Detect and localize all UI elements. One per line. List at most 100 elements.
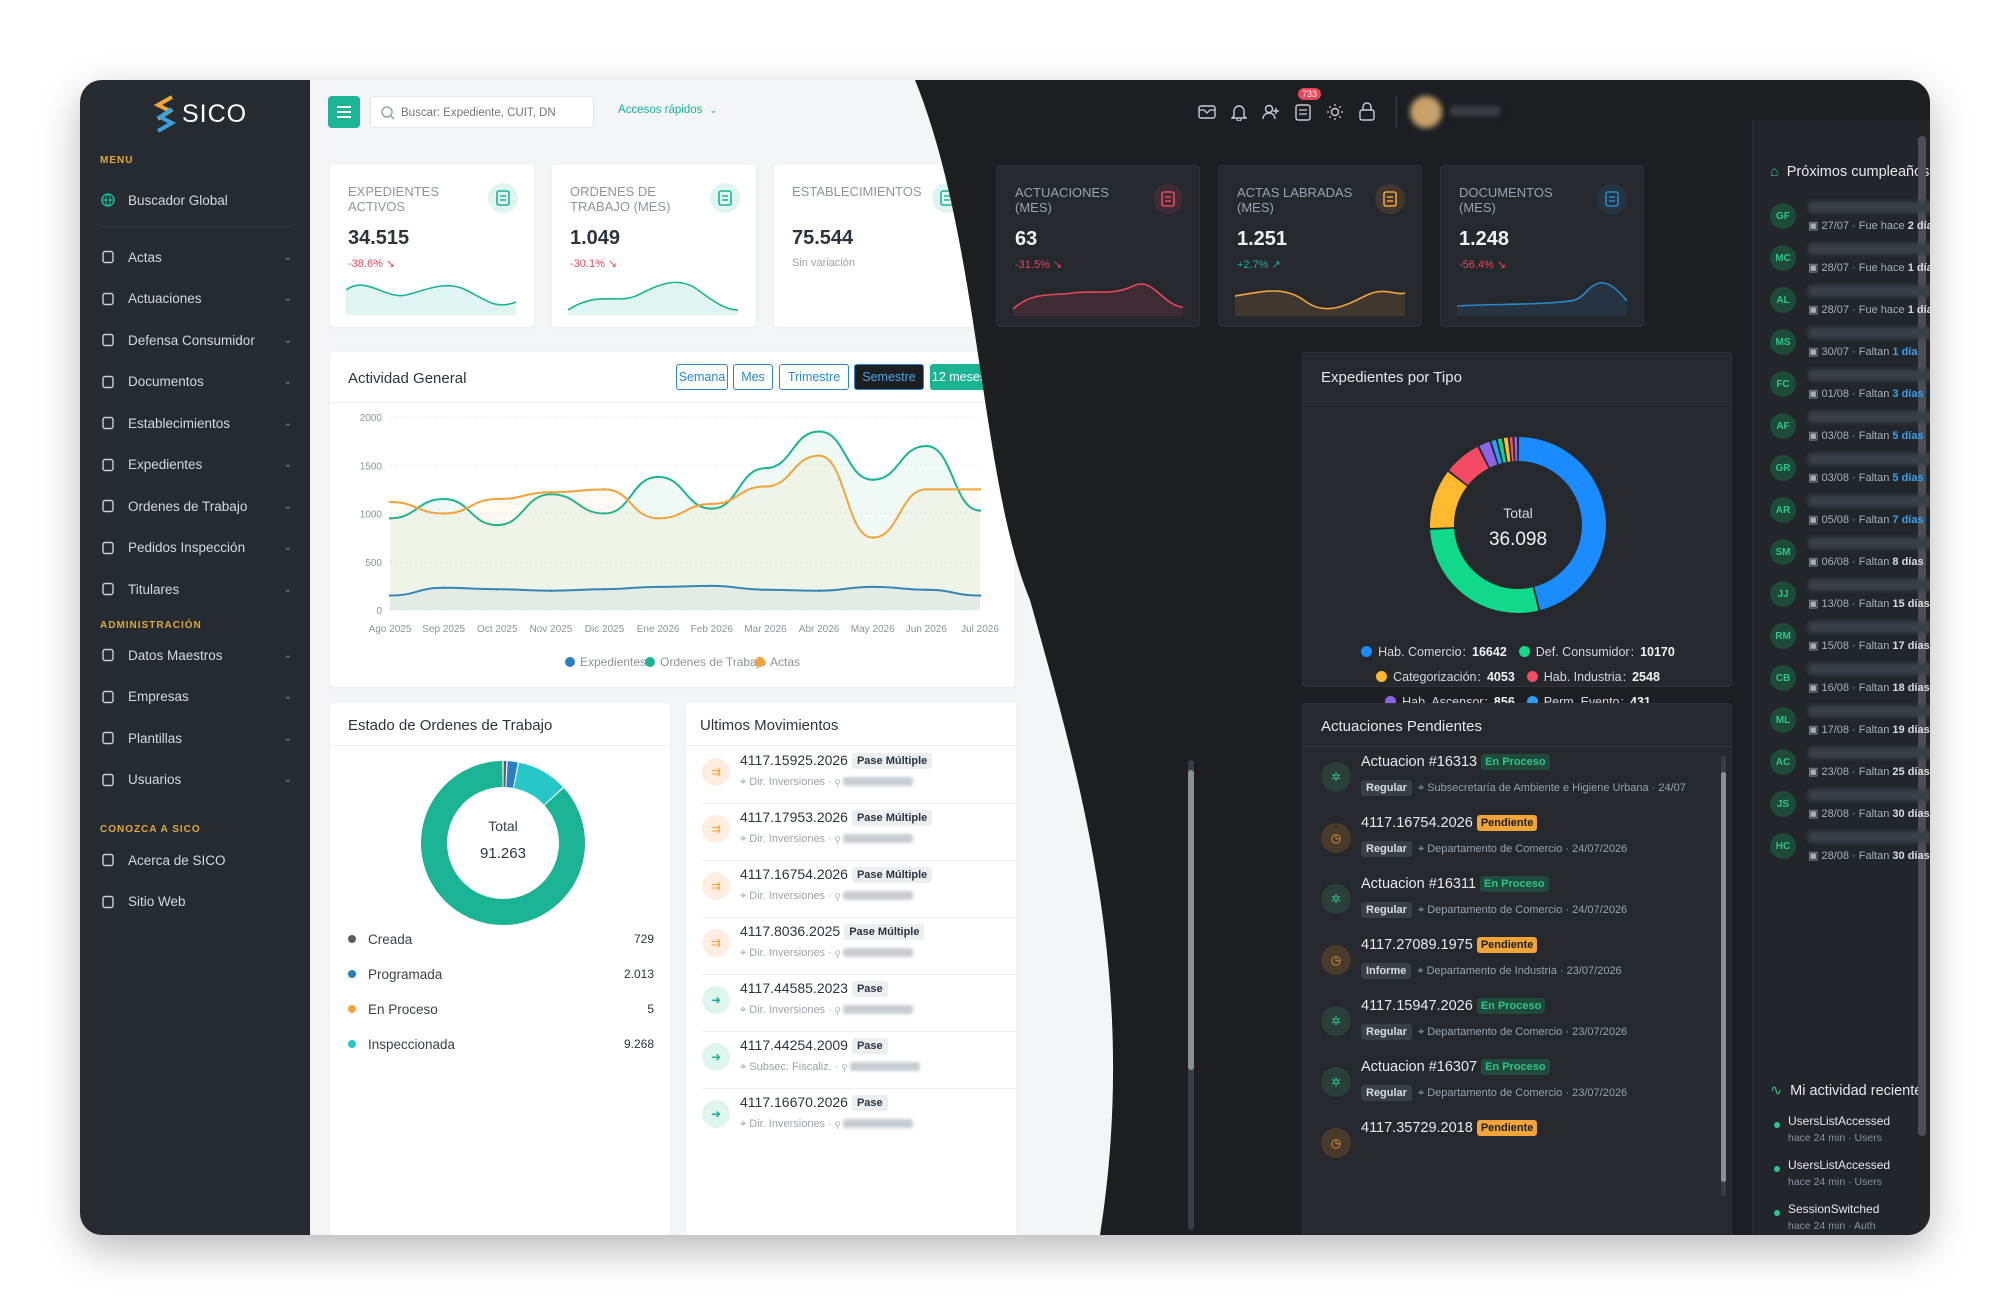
sidebar-item-ordenes-de-trabajo[interactable]: Ordenes de Trabajo ⌄ — [100, 491, 292, 521]
recent-activity-item[interactable]: UsersListAccessed hace 24 min · Users — [1774, 1154, 1924, 1194]
pending-action-item[interactable]: ◷ 4117.35729.2018 Pendiente — [1321, 1118, 1711, 1176]
range-button-mes[interactable]: Mes — [733, 364, 773, 390]
movement-item[interactable]: ⇉ 4117.8036.2025 Pase Múltiple ⌖ Dir. Inver… — [702, 919, 1016, 975]
folder-icon — [100, 457, 116, 473]
pending-actions-card: Actuaciones Pendientes ✲ Actuacion #16313… — [1302, 703, 1732, 1235]
legend-separator: : — [1462, 644, 1467, 659]
recent-activity-item[interactable]: UsersListAccessed hace 24 min · Users — [1774, 1110, 1924, 1150]
menu-toggle-button[interactable] — [328, 96, 360, 128]
movement-item[interactable]: ⇉ 4117.15925.2026 Pase Múltiple ⌖ Dir. Inve… — [702, 748, 1016, 804]
pending-action-item[interactable]: ✲ Actuacion #16313 En Proceso Regular ⌖ Subs… — [1321, 752, 1711, 810]
sparkline-line — [346, 284, 516, 306]
sidebar-item-expedientes[interactable]: Expedientes ⌄ — [100, 450, 292, 480]
scrollbar-track[interactable] — [1721, 756, 1726, 1196]
movement-item[interactable]: ⇉ 4117.16754.2026 Pase Múltiple ⌖ Dir. Inve… — [702, 862, 1016, 918]
pending-action-item[interactable]: ✲ 4117.15947.2026 En Proceso Regular ⌖ Depar… — [1321, 996, 1711, 1054]
movements-scrollbar[interactable] — [1188, 760, 1194, 1230]
birthday-item[interactable]: AL ▣ 28/07 · Fue hace 1 día — [1770, 281, 1930, 331]
mail-icon[interactable] — [1198, 104, 1216, 120]
birthday-item[interactable]: HC ▣ 28/08 · Faltan 30 días — [1770, 827, 1930, 877]
birthday-item[interactable]: FC ▣ 01/08 · Faltan 3 días — [1770, 365, 1930, 415]
stat-change-text: +2.7% — [1237, 259, 1269, 271]
user-add-icon[interactable] — [1262, 103, 1280, 121]
birthday-item[interactable]: AR ▣ 05/08 · Faltan 7 días — [1770, 491, 1930, 541]
birthday-item[interactable]: AF ▣ 03/08 · Faltan 5 días — [1770, 407, 1930, 457]
birthday-item[interactable]: MC ▣ 28/07 · Fue hace 1 día — [1770, 239, 1930, 289]
sidebar-item-plantillas[interactable]: Plantillas ⌄ — [100, 723, 292, 753]
action-meta: Regular ⌖ Departamento de Comercio · 24/0… — [1361, 841, 1627, 857]
app-logo[interactable]: SICO — [154, 94, 247, 134]
bell-icon[interactable] — [1231, 103, 1247, 121]
data-point — [496, 523, 499, 527]
birthday-item[interactable]: CB ▣ 16/08 · Faltan 18 días — [1770, 659, 1930, 709]
birthday-item[interactable]: GF ▣ 27/07 · Fue hace 2 días — [1770, 197, 1930, 247]
legend-item: Hab. Industria:2548 — [1527, 670, 1660, 684]
legend-label: Categorización — [1393, 669, 1477, 684]
stat-card-6[interactable]: DOCUMENTOS (MES) 1.248 -56.4% ↘ — [1440, 165, 1644, 327]
tasks-icon[interactable] — [1295, 103, 1311, 121]
avatar[interactable] — [1410, 96, 1442, 128]
range-button-12-meses[interactable]: 12 meses — [930, 364, 988, 390]
scrollbar-thumb[interactable] — [1721, 772, 1726, 1182]
movement-item[interactable]: ⇉ 4117.17953.2026 Pase Múltiple ⌖ Dir. Inve… — [702, 805, 1016, 861]
movement-item[interactable]: ➜ 4117.44254.2009 Pase ⌖ Subsec. Fiscaliz. … — [702, 1033, 1016, 1089]
movements-scrollbar-thumb[interactable] — [1188, 770, 1194, 1070]
sidebar-item-datos-maestros[interactable]: Datos Maestros ⌄ — [100, 640, 292, 670]
range-button-semestre[interactable]: Semestre — [854, 364, 924, 390]
search-box[interactable] — [370, 96, 594, 128]
chevron-down-icon: ⌄ — [283, 691, 292, 702]
data-point — [656, 517, 660, 520]
meta-separator: · — [825, 890, 835, 902]
birthday-item[interactable]: MS ▣ 30/07 · Faltan 1 día — [1770, 323, 1930, 373]
movement-item[interactable]: ➜ 4117.16670.2026 Pase ⌖ Dir. Inversiones ·… — [702, 1090, 1016, 1146]
birthday-item[interactable]: JJ ▣ 13/08 · Faltan 15 días — [1770, 575, 1930, 625]
lock-icon[interactable] — [1359, 102, 1375, 121]
pending-action-item[interactable]: ◷ 4117.16754.2026 Pendiente Regular ⌖ Depart… — [1321, 813, 1711, 871]
chevron-down-icon: ⌄ — [283, 500, 292, 512]
movement-item[interactable]: ➜ 4117.44585.2023 Pase ⌖ Dir. Inversiones ·… — [702, 976, 1016, 1032]
sidebar-item-defensa-consumidor[interactable]: Defensa Consumidor ⌄ — [100, 325, 292, 355]
range-button-semana[interactable]: Semana — [676, 364, 728, 390]
meta-separator: · — [1562, 843, 1573, 855]
action-title: Actuacion #16313 En Proceso — [1361, 754, 1550, 770]
sidebar-item-titulares[interactable]: Titulares ⌄ — [100, 574, 292, 604]
range-button-trimestre[interactable]: Trimestre — [779, 364, 849, 390]
sidebar-item-actas[interactable]: Actas ⌄ — [100, 242, 292, 272]
search-input[interactable] — [401, 103, 586, 123]
sidebar-item-establecimientos[interactable]: Establecimientos ⌄ — [100, 408, 292, 438]
status-marker — [348, 935, 356, 943]
stat-value: 75.544 — [792, 227, 854, 249]
birthday-item[interactable]: RM ▣ 15/08 · Faltan 17 días — [1770, 617, 1930, 667]
stat-card-4[interactable]: ACTUACIONES (MES) 63 -31.5% ↘ — [996, 165, 1200, 327]
sidebar-item-sitio-web[interactable]: Sitio Web — [100, 887, 292, 917]
stat-card-5[interactable]: ACTAS LABRADAS (MES) 1.251 +2.7% ↗ — [1218, 165, 1422, 327]
pending-action-item[interactable]: ◷ 4117.27089.1975 Pendiente Informe ⌖ Depart… — [1321, 935, 1711, 993]
birthday-item[interactable]: ML ▣ 17/08 · Faltan 19 días — [1770, 701, 1930, 751]
sidebar-item-global-search[interactable]: Buscador Global — [100, 185, 292, 215]
theme-sun-icon[interactable] — [1326, 103, 1344, 121]
movement-from: Subsec. Fiscaliz. — [749, 1061, 832, 1073]
pending-action-item[interactable]: ✲ Actuacion #16311 En Proceso Regular ⌖ Depa… — [1321, 874, 1711, 932]
stat-card-1[interactable]: EXPEDIENTES ACTIVOS 34.515 -38.6% ↘ — [330, 165, 534, 327]
sidebar-item-acerca-de-sico[interactable]: Acerca de SICO — [100, 845, 292, 875]
page-scrollbar[interactable] — [1918, 136, 1926, 1136]
birthday-item[interactable]: SM ▣ 06/08 · Faltan 8 días — [1770, 533, 1930, 583]
quick-access-dropdown[interactable]: Accesos rápidos ⌄ — [618, 104, 717, 116]
stat-card-2[interactable]: ORDENES DE TRABAJO (MES) 1.049 -30.1% ↘ — [552, 165, 756, 327]
action-id: 4117.27089.1975 — [1361, 937, 1473, 953]
sidebar-item-empresas[interactable]: Empresas ⌄ — [100, 682, 292, 712]
birthday-item[interactable]: JS ▣ 28/08 · Faltan 30 días — [1770, 785, 1930, 835]
sparkline-area — [568, 282, 738, 315]
birthday-item[interactable]: AC ▣ 23/08 · Faltan 25 días — [1770, 743, 1930, 793]
sidebar-item-documentos[interactable]: Documentos ⌄ — [100, 367, 292, 397]
birthday-item[interactable]: GR ▣ 03/08 · Faltan 5 días — [1770, 449, 1930, 499]
calendar-icon: ▣ — [1808, 556, 1822, 568]
sidebar-item-usuarios[interactable]: Usuarios ⌄ — [100, 765, 292, 795]
pending-action-item[interactable]: ✲ Actuacion #16307 En Proceso Regular ⌖ Depa… — [1321, 1057, 1711, 1115]
globe-icon — [100, 192, 116, 208]
action-dept: Departamento de Comercio — [1427, 843, 1563, 855]
sidebar-item-pedidos-inspecci-n[interactable]: Pedidos Inspección ⌄ — [100, 533, 292, 563]
recent-activity-item[interactable]: SessionSwitched hace 24 min · Auth — [1774, 1198, 1924, 1235]
stat-card-3[interactable]: ESTABLECIMIENTOS 75.544 Sin variación — [774, 165, 978, 327]
sidebar-item-actuaciones[interactable]: Actuaciones ⌄ — [100, 284, 292, 314]
